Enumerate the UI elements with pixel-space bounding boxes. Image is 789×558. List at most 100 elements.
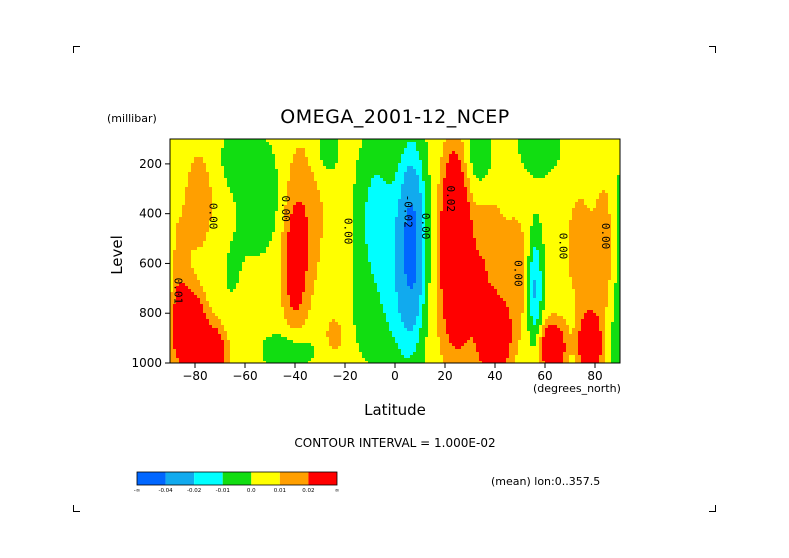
field-cell <box>596 199 609 203</box>
field-cell <box>614 292 621 296</box>
field-cell <box>395 253 405 257</box>
field-cell <box>530 238 543 242</box>
field-cell <box>314 178 357 182</box>
field-cell <box>281 286 288 290</box>
field-cell <box>422 325 429 329</box>
field-cell <box>356 337 396 341</box>
field-cell <box>422 247 426 251</box>
field-cell <box>176 235 207 239</box>
field-cell <box>173 286 177 290</box>
field-cell <box>203 289 231 293</box>
field-cell <box>416 241 423 245</box>
field-cell <box>431 205 438 209</box>
field-cell <box>404 253 417 257</box>
field-cell <box>170 349 177 353</box>
field-cell <box>287 268 309 272</box>
field-cell <box>425 205 432 209</box>
field-cell <box>617 226 621 230</box>
field-cell <box>590 208 594 212</box>
field-cell <box>296 202 303 206</box>
field-cell <box>461 169 468 173</box>
field-cell <box>473 226 522 230</box>
field-cell <box>542 349 567 353</box>
field-cell <box>593 208 609 212</box>
field-cell <box>524 163 558 167</box>
field-cell <box>542 313 552 317</box>
field-cell <box>170 316 174 320</box>
field-cell <box>365 235 396 239</box>
field-cell <box>404 355 411 359</box>
field-cell <box>398 343 417 347</box>
field-cell <box>530 343 537 347</box>
field-cell <box>467 169 474 173</box>
field-cell <box>530 250 534 254</box>
field-cell <box>209 181 228 185</box>
field-cell <box>227 286 237 290</box>
field-cell <box>617 265 621 269</box>
field-cell <box>422 193 426 197</box>
field-cell <box>440 214 471 218</box>
field-cell <box>443 301 507 305</box>
contour-label: 0.00 <box>599 223 612 250</box>
field-cell <box>431 271 438 275</box>
field-cell <box>437 280 441 284</box>
field-cell <box>398 199 423 203</box>
field-cell <box>521 334 531 338</box>
field-cell <box>206 313 216 317</box>
field-cell <box>173 307 204 311</box>
field-cell <box>305 271 318 275</box>
field-cell <box>569 223 612 227</box>
field-cell <box>449 337 471 341</box>
field-cell <box>605 325 612 329</box>
field-cell <box>221 151 273 155</box>
field-cell <box>470 208 501 212</box>
field-cell <box>518 352 540 356</box>
field-cell <box>371 184 402 188</box>
field-cell <box>440 157 450 161</box>
field-cell <box>224 340 231 344</box>
field-cell <box>542 331 546 335</box>
field-cell <box>407 208 414 212</box>
field-cell <box>404 151 420 155</box>
field-cell <box>170 199 186 203</box>
field-cell <box>395 172 405 176</box>
field-cell <box>446 325 513 329</box>
field-cell <box>173 334 222 338</box>
field-cell <box>578 352 603 356</box>
field-cell <box>404 178 420 182</box>
field-cell <box>371 271 396 275</box>
field-cell <box>422 211 426 215</box>
field-cell <box>446 319 513 323</box>
field-cell <box>395 274 408 278</box>
field-cell <box>545 244 570 248</box>
field-cell <box>170 289 174 293</box>
field-cell <box>599 316 606 320</box>
field-cell <box>611 277 618 281</box>
field-cell <box>308 160 324 164</box>
field-cell <box>269 244 282 248</box>
field-cell <box>176 226 210 230</box>
field-cell <box>443 148 465 152</box>
field-cell <box>611 232 618 236</box>
field-cell <box>227 268 243 272</box>
field-cell <box>206 166 225 170</box>
field-cell <box>539 256 546 260</box>
field-cell <box>281 247 288 251</box>
legend-frame <box>136 471 338 486</box>
field-cell <box>509 349 519 353</box>
field-cell <box>410 205 414 209</box>
field-cell <box>419 307 423 311</box>
field-cell <box>530 172 549 176</box>
field-cell <box>308 265 318 269</box>
field-cell <box>209 322 222 326</box>
field-cell <box>359 346 399 350</box>
field-cell <box>470 211 501 215</box>
field-cell <box>314 286 354 290</box>
field-cell <box>227 259 246 263</box>
field-cell <box>422 217 426 221</box>
field-cell <box>404 181 420 185</box>
field-cell <box>173 265 192 269</box>
field-cell <box>527 328 540 332</box>
field-cell <box>533 295 537 299</box>
field-cell <box>437 283 441 287</box>
